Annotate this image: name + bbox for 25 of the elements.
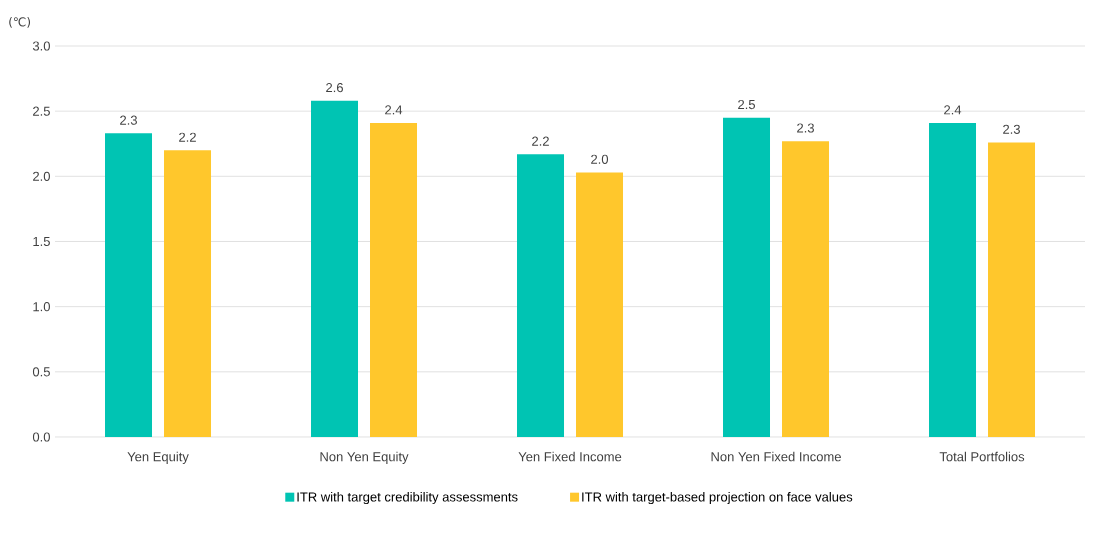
- y-axis-title: (℃): [9, 17, 31, 28]
- data-label: 2.4: [944, 105, 962, 115]
- y-tick-label: 1.5: [33, 236, 50, 247]
- legend-label: ITR with target-based projection on face values: [582, 492, 853, 505]
- y-tick-label: 2.0: [33, 171, 50, 181]
- data-label: 2.3: [120, 115, 137, 125]
- y-tick-label: 0.5: [32, 367, 50, 377]
- data-label: 2.2: [532, 136, 549, 146]
- x-tick-label: Yen Fixed Income: [518, 451, 622, 462]
- x-tick-label: Non Yen Equity: [320, 451, 409, 464]
- data-label: 2.3: [1003, 124, 1020, 134]
- y-tick-label: 2.5: [33, 106, 50, 116]
- data-label: 2.0: [591, 154, 609, 164]
- data-label: 2.4: [385, 105, 403, 115]
- y-tick-label: 1.0: [33, 302, 50, 312]
- data-label: 2.3: [797, 123, 814, 133]
- x-tick-label: Yen Equity: [127, 451, 189, 464]
- data-label: 2.5: [738, 99, 755, 110]
- x-tick-label: Non Yen Fixed Income: [711, 451, 841, 462]
- x-tick-label: Total Portfolios: [939, 451, 1025, 462]
- data-label: 2.6: [326, 82, 343, 93]
- legend-label: ITR with target credibility assessments: [297, 492, 518, 505]
- y-tick-label: 0.0: [32, 432, 50, 442]
- data-label: 2.2: [179, 132, 196, 142]
- y-tick-label: 3.0: [32, 41, 50, 51]
